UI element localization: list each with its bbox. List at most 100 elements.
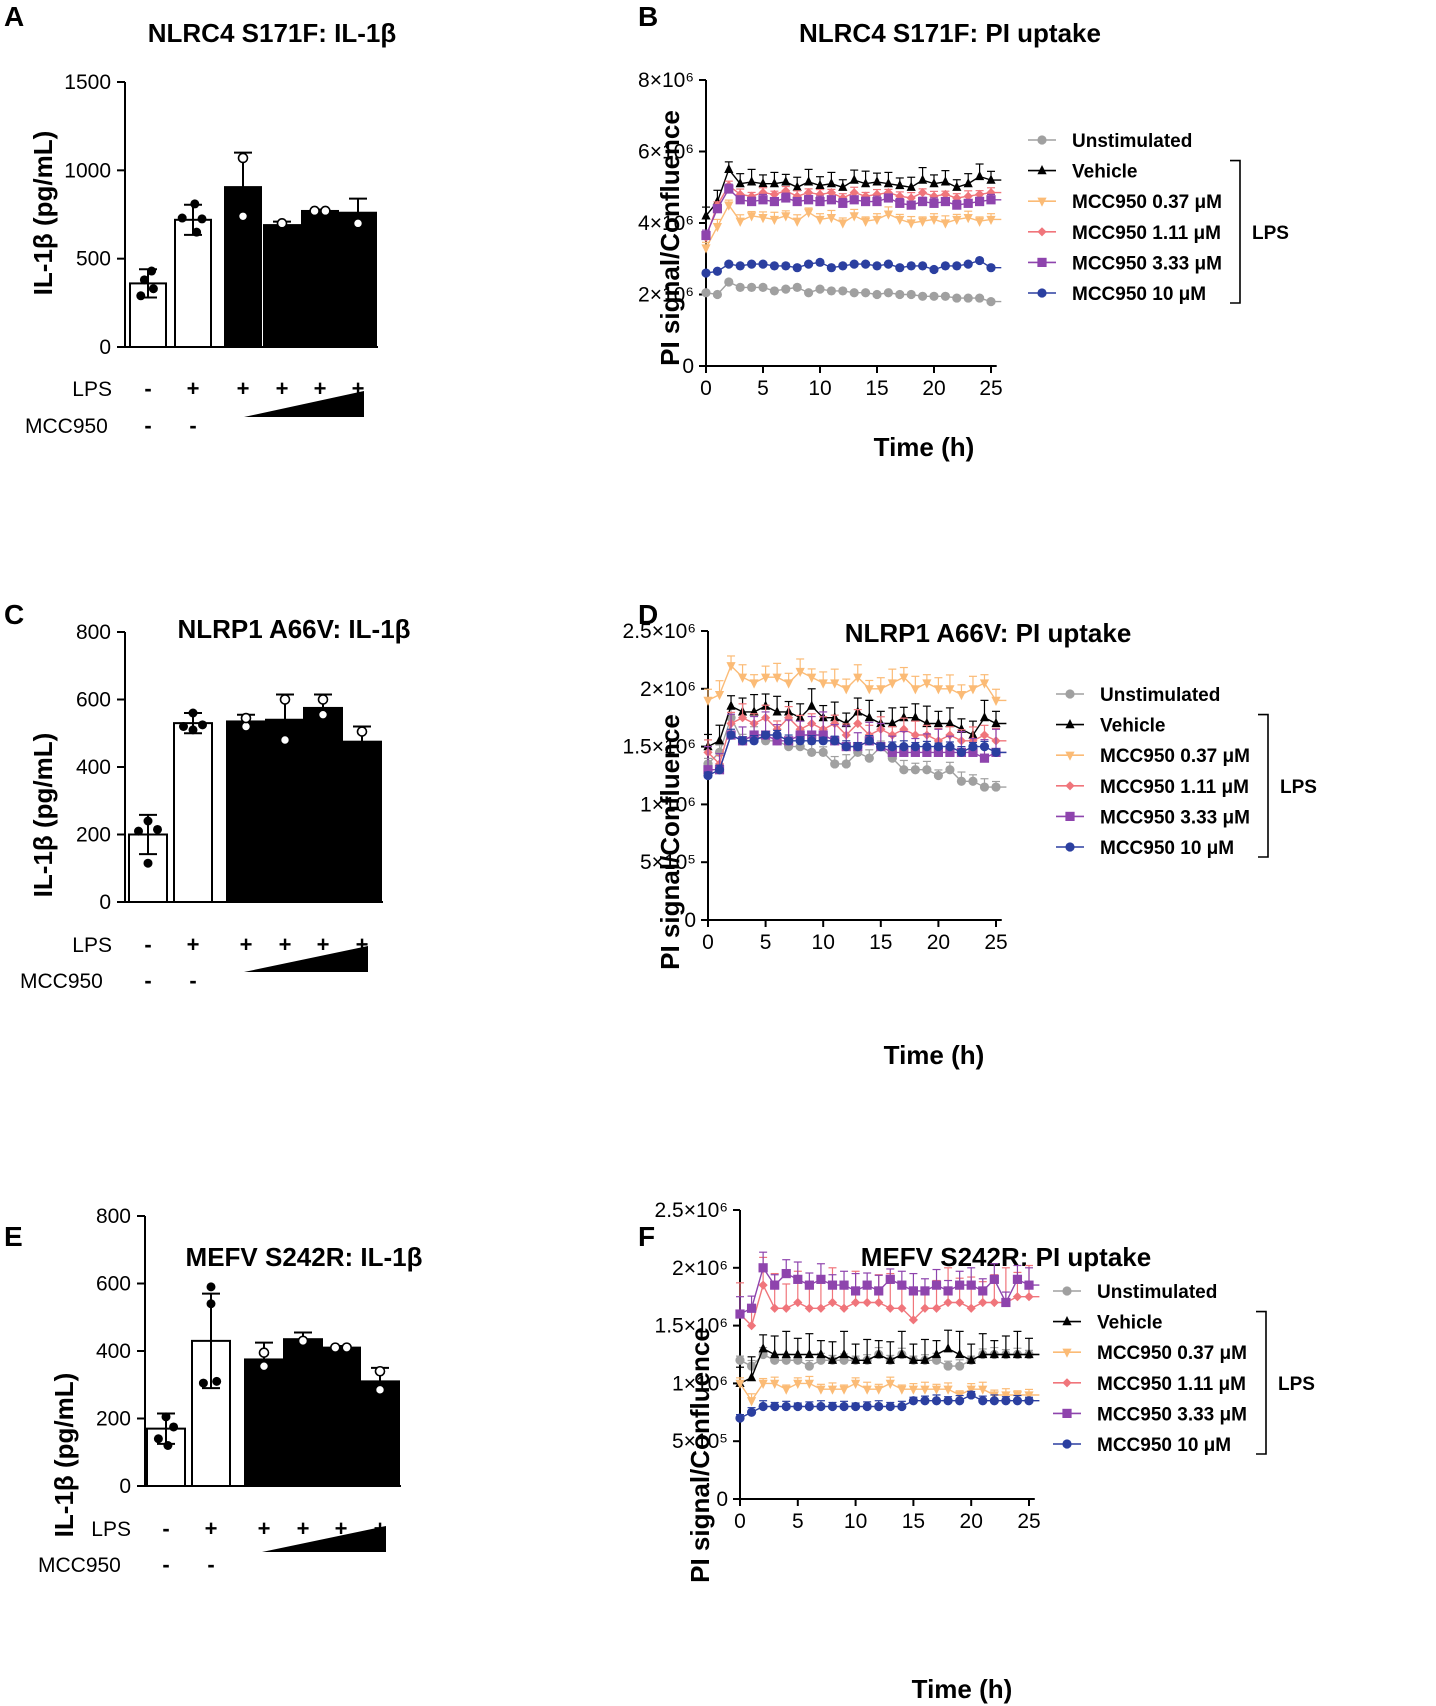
series-marker [815, 196, 825, 207]
chart-title-a: NLRC4 S171F: IL-1β [148, 18, 396, 48]
series-mcc950-10-m [703, 728, 1007, 781]
condition-label-mcc950: MCC950 [38, 1554, 121, 1577]
series-marker [897, 1401, 907, 1412]
series-marker [724, 163, 734, 173]
condition-sign: - [162, 1516, 169, 1541]
data-point [143, 858, 153, 868]
line-chart-f: 0 5×10⁵ 1×10⁶ 1.5×10⁶ 2×10⁶ 2.5×10⁶ 0 5 10 15 20 25… [655, 1199, 1315, 1533]
series-marker [701, 230, 711, 241]
series-marker [714, 735, 725, 745]
y-axis-label-f: PI signal/Confluence [685, 1327, 715, 1583]
y-tick-label: 600 [96, 1273, 131, 1296]
series-mcc950-3-33-m [735, 1251, 1040, 1319]
series-marker [920, 1385, 930, 1395]
series-marker [895, 263, 905, 273]
series-marker [784, 736, 794, 746]
series-marker [975, 293, 985, 303]
series-marker [910, 685, 920, 695]
series-marker [804, 1303, 814, 1313]
series-marker [940, 261, 951, 271]
series-marker [864, 753, 874, 763]
series-marker [816, 1348, 826, 1359]
y-tick-label: 1500 [64, 71, 111, 94]
series-marker [1024, 1391, 1034, 1401]
series-marker [703, 696, 713, 706]
y-axis-label-a: IL-1β (pg/mL) [28, 131, 58, 296]
series-marker [943, 1297, 953, 1308]
series-marker [851, 1379, 861, 1389]
condition-label-mcc950: MCC950 [20, 970, 103, 993]
series-marker [989, 1348, 999, 1359]
series-marker [792, 263, 802, 273]
series-marker [1001, 1396, 1011, 1406]
condition-sign: - [144, 413, 151, 438]
series-marker [908, 1354, 918, 1364]
series-marker [816, 1303, 826, 1313]
x-tick-label: 10 [844, 1510, 867, 1533]
y-tick-label: 2×10⁶ [640, 678, 696, 701]
series-marker [885, 1379, 895, 1389]
series-marker [826, 214, 836, 224]
legend-marker [1062, 1408, 1072, 1418]
series-mcc950-0-37-m [703, 655, 1007, 706]
series-marker [1012, 1292, 1023, 1302]
y-tick-label: 2×10⁶ [672, 1257, 728, 1280]
series-marker [758, 1401, 768, 1412]
series-marker [895, 215, 905, 226]
series-marker [792, 181, 802, 191]
series-marker [991, 747, 1001, 757]
series-marker [862, 1401, 872, 1412]
data-point [143, 816, 153, 826]
x-tick-label: 0 [700, 377, 712, 400]
data-point [320, 205, 331, 217]
series-marker [899, 742, 909, 752]
series-marker [772, 673, 782, 683]
series-marker [883, 259, 894, 269]
series-marker [701, 268, 711, 278]
data-point [279, 734, 291, 746]
series-marker [864, 685, 874, 695]
x-tick-label: 15 [865, 377, 888, 400]
legend-label: MCC950 10 μM [1072, 284, 1206, 305]
series-marker [955, 1280, 965, 1290]
series-marker [979, 679, 990, 689]
series-marker [853, 718, 863, 729]
legend-label: MCC950 0.37 μM [1097, 1343, 1247, 1364]
series-marker [747, 176, 757, 186]
data-point [179, 722, 188, 731]
series-marker [910, 742, 920, 752]
bar [283, 1338, 323, 1487]
legend-marker [1065, 751, 1075, 761]
bar [342, 740, 382, 903]
series-marker [908, 1315, 918, 1325]
panel-c: C NLRP1 A66V: IL-1β IL-1β (pg/mL) 0 200 40… [4, 599, 411, 993]
legend-marker [1065, 719, 1075, 729]
series-marker [963, 214, 973, 224]
x-axis-label-f: Time (h) [912, 1674, 1013, 1704]
series-marker [795, 730, 805, 740]
legend-label: MCC950 3.33 μM [1100, 807, 1250, 828]
series-marker [887, 730, 897, 740]
series-marker [804, 1379, 814, 1389]
series-marker [772, 730, 782, 740]
series-marker [968, 685, 978, 695]
series-marker [918, 217, 928, 227]
series-marker [735, 195, 745, 205]
data-point [352, 218, 364, 229]
series-marker [933, 742, 944, 752]
y-tick-label: 0 [716, 1488, 728, 1511]
series-marker [826, 195, 836, 205]
series-mcc950-3-33-m [703, 711, 1007, 775]
y-tick-label: 1000 [64, 159, 111, 182]
lps-bracket-label: LPS [1280, 777, 1317, 798]
series-marker [968, 747, 978, 757]
legend: Unstimulated Vehicle MCC950 0.37 μM MCC950 … [1053, 1282, 1315, 1456]
data-point [188, 725, 198, 735]
series-marker [975, 196, 985, 207]
condition-label-mcc950: MCC950 [25, 415, 108, 438]
x-tick-label: 5 [760, 931, 772, 954]
series-marker [952, 215, 962, 226]
condition-sign: + [187, 932, 200, 957]
lps-bracket-label: LPS [1278, 1374, 1315, 1395]
